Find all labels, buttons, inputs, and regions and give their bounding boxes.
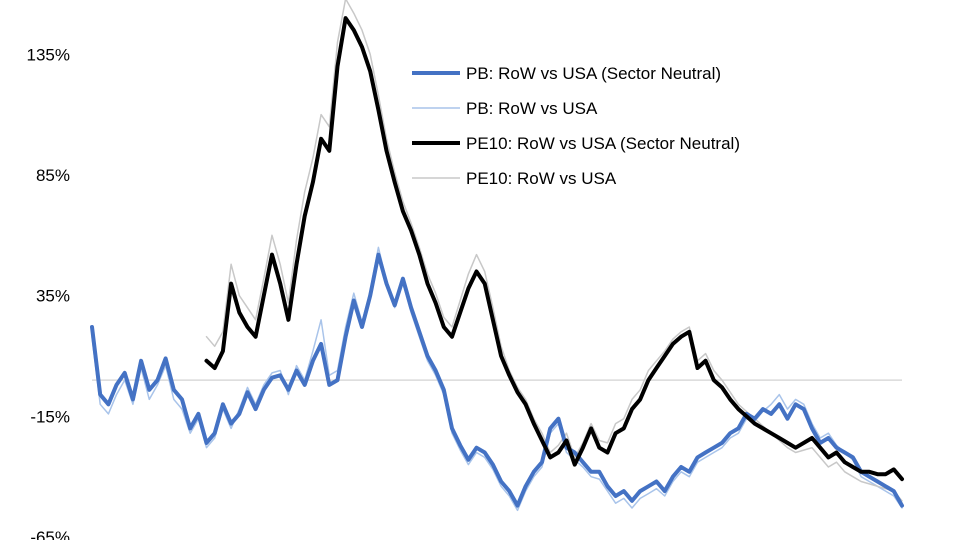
y-axis-ticks: 135% 85% 35% -15% -65%	[27, 45, 70, 540]
series-line-3	[205, 0, 903, 502]
legend-label-0: PB: RoW vs USA (Sector Neutral)	[466, 64, 721, 83]
y-tick-label: -15%	[30, 407, 70, 426]
legend-label-3: PE10: RoW vs USA	[466, 169, 617, 188]
y-tick-label: 35%	[36, 287, 70, 306]
legend-label-1: PB: RoW vs USA	[466, 99, 598, 118]
legend-label-2: PE10: RoW vs USA (Sector Neutral)	[466, 134, 740, 153]
chart-legend: PB: RoW vs USA (Sector Neutral) PB: RoW v…	[412, 64, 740, 188]
chart-series	[90, 0, 904, 512]
y-tick-label: -65%	[30, 528, 70, 540]
series-line-2	[204, 16, 904, 482]
y-tick-label: 85%	[36, 166, 70, 185]
series-line-0	[90, 252, 904, 508]
y-tick-label: 135%	[27, 45, 70, 64]
